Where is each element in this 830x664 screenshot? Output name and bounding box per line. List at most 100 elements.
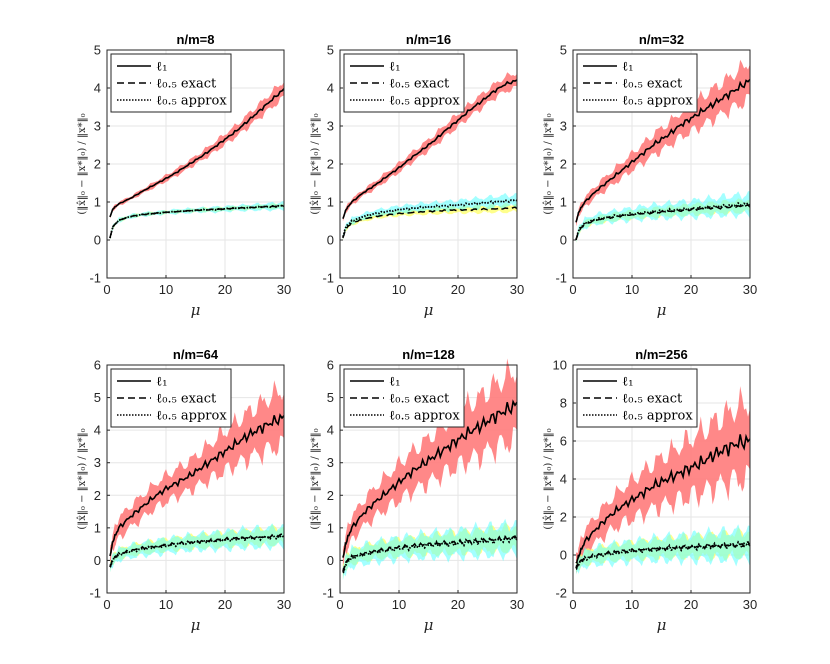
y-tick-label: 2 [327,488,334,503]
l1-line [109,413,285,557]
y-tick-label: 4 [560,472,567,487]
x-tick-label: 0 [103,597,110,612]
y-tick-label: 6 [560,434,567,449]
l05-approx-line [109,204,285,239]
legend-entry: ℓ₀.₅ approx [156,409,227,424]
legend: ℓ₁ ℓ₀.₅ exact ℓ₀.₅ approx [343,368,465,428]
l05-exact-line [575,204,751,241]
x-tick-label: 0 [336,282,343,297]
y-tick-label: 2 [560,157,567,172]
l1-band [110,81,284,219]
legend-entry: ℓ₀.₅ exact [156,77,217,92]
l05-approx-line [575,201,751,240]
y-axis-label: (‖x̂‖₀ − ‖x*‖₀) / ‖x*‖₀ [310,428,321,529]
x-tick-label: 30 [510,597,524,612]
legend-entry: ℓ₀.₅ exact [156,392,217,407]
x-tick-label: 10 [159,597,173,612]
y-tick-label: 5 [94,390,101,405]
y-tick-label: 0 [94,233,101,248]
y-tick-label: -1 [322,586,334,601]
y-tick-label: 3 [94,119,101,134]
l1-band [576,59,750,227]
axes-box [339,364,518,594]
l1-line [575,433,751,564]
y-tick-label: 2 [94,488,101,503]
y-tick-label: 4 [327,81,334,96]
legend: ℓ₁ ℓ₀.₅ exact ℓ₀.₅ approx [343,53,465,113]
legend: ℓ₁ ℓ₀.₅ exact ℓ₀.₅ approx [110,53,232,113]
y-tick-label: 5 [327,43,334,58]
x-tick-label: 20 [684,597,698,612]
x-tick-label: 30 [743,282,757,297]
l05-approx-band [576,524,750,575]
panel-title: n/m=256 [635,347,687,362]
y-tick-label: 4 [560,81,567,96]
x-tick-label: 0 [103,282,110,297]
y-tick-label: 1 [327,195,334,210]
y-tick-label: 5 [94,43,101,58]
y-tick-label: 3 [327,455,334,470]
y-tick-label: 6 [327,358,334,373]
y-tick-label: 3 [560,119,567,134]
y-tick-label: 8 [560,396,567,411]
x-tick-label: 20 [218,597,232,612]
l05-approx-band [576,191,750,243]
y-tick-label: 1 [94,195,101,210]
legend-entry: ℓ₀.₅ exact [389,77,450,92]
x-axis-label: μ [424,301,434,319]
y-tick-label: -2 [555,586,567,601]
l1-band [110,380,284,565]
legend-entry: ℓ₀.₅ exact [389,392,450,407]
legend-entry: ℓ₁ [622,375,633,390]
panel-title: n/m=8 [177,32,215,47]
y-tick-label: 3 [327,119,334,134]
x-tick-label: 10 [392,282,406,297]
x-tick-label: 20 [684,282,698,297]
x-tick-label: 0 [569,597,576,612]
x-axis-label: μ [191,616,201,634]
y-tick-label: 4 [94,423,101,438]
x-tick-label: 30 [277,597,291,612]
legend-entry: ℓ₀.₅ approx [389,409,460,424]
l05-approx-line [575,540,751,570]
y-tick-label: 2 [94,157,101,172]
panel-title: n/m=128 [402,347,454,362]
y-tick-label: 1 [327,520,334,535]
legend-entry: ℓ₀.₅ approx [622,94,693,109]
legend-entry: ℓ₁ [622,60,633,75]
y-tick-label: 2 [560,510,567,525]
l05-approx-band [110,523,284,573]
legend-entry: ℓ₀.₅ approx [622,409,693,424]
x-tick-label: 0 [569,282,576,297]
l1-band [342,72,517,222]
y-tick-label: 0 [560,233,567,248]
l05-approx-line [109,533,285,568]
y-tick-label: -1 [89,586,101,601]
l1-line [342,79,518,219]
l05-exact-line [342,206,518,239]
x-tick-label: 10 [625,597,639,612]
y-tick-label: 0 [327,233,334,248]
y-axis-label: (‖x̂‖₀ − ‖x*‖₀) / ‖x*‖₀ [310,113,321,214]
y-axis-label: (‖x̂‖₀ − ‖x*‖₀) / ‖x*‖₀ [77,113,88,214]
x-tick-label: 20 [218,282,232,297]
y-tick-label: 2 [327,157,334,172]
x-axis-label: μ [657,616,667,634]
legend: ℓ₁ ℓ₀.₅ exact ℓ₀.₅ approx [576,368,698,428]
y-tick-label: -1 [89,271,101,286]
legend-entry: ℓ₀.₅ exact [622,392,683,407]
l1-line [109,88,285,218]
l1-line [575,78,751,223]
y-tick-label: 10 [553,358,567,373]
y-tick-label: 1 [560,195,567,210]
y-tick-label: 4 [94,81,101,96]
x-axis-label: μ [191,301,201,319]
y-tick-label: 0 [560,548,567,563]
